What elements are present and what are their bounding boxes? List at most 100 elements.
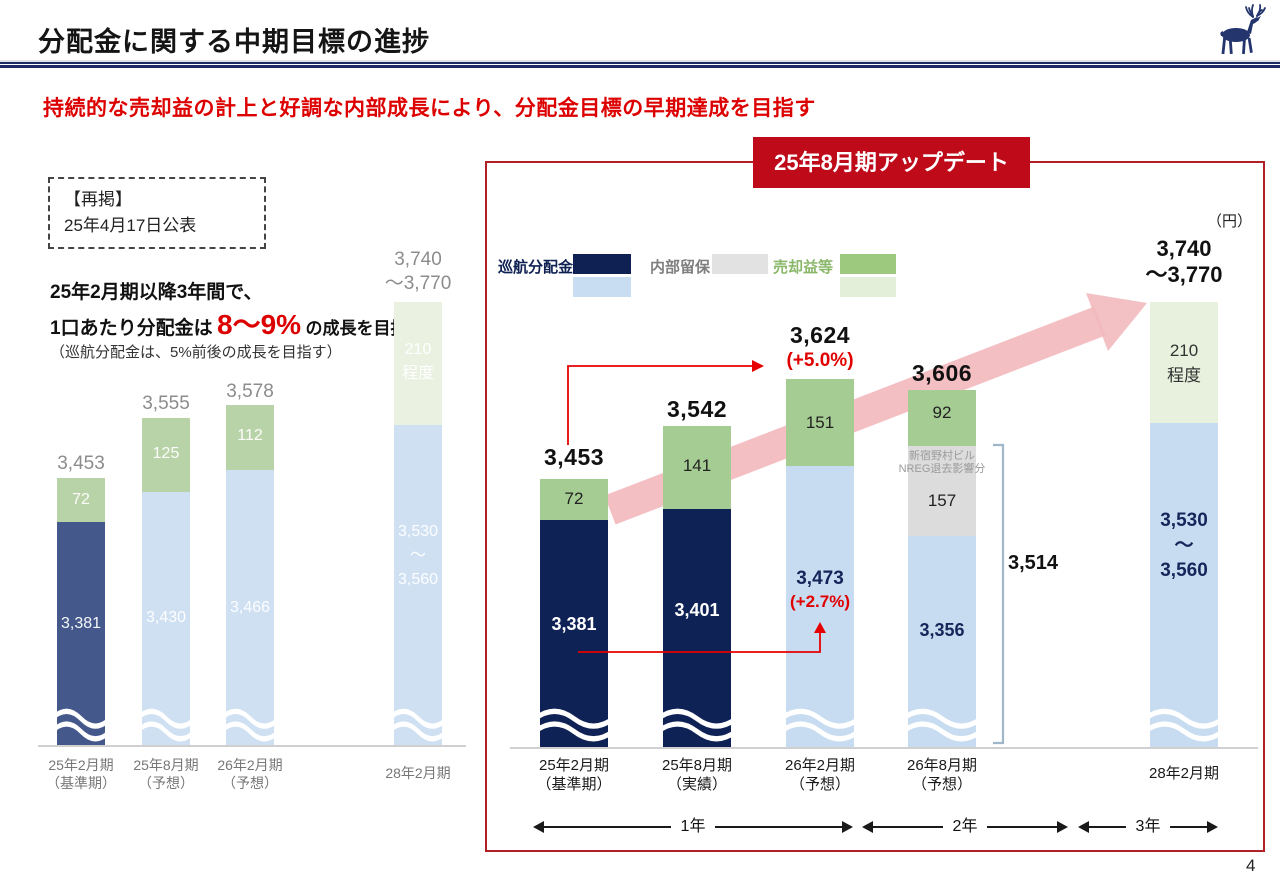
axis-break-wave-icon [903,708,981,742]
reprint-box: 【再掲】 25年4月17日公表 [48,177,266,249]
left-bar-gain-value: 210 程度 [394,338,442,386]
right-bar-total-line1: 3,740 [1156,236,1212,261]
legend-swatch-cruise-navy [573,254,631,274]
timeline-line [715,826,842,828]
goal-line3: （巡航分配金は、5%前後の成長を目指す） [50,344,342,361]
arrow-right-icon [1057,821,1068,833]
left-bar-gain-value: 72 [72,491,90,508]
left-bar-category-line2: （予想） [222,775,278,791]
right-bar-gain-segment [786,379,854,466]
timeline-line [544,826,671,828]
left-bar-total: 3,578 [226,381,274,402]
right-bar-retained-segment [908,446,976,536]
left-bar-cruise-line2: ～ [409,547,426,564]
left-bar-cruise-segment [226,470,274,745]
timeline-label: 1年 [680,818,706,835]
right-bar-category-line1: 26年2月期 [784,757,856,774]
arrow-right-icon [1207,821,1218,833]
left-bar-total: 3,453 [57,453,105,474]
legend-label-gains: 売却益等 [773,259,834,276]
timeline-span-2: 2年 [862,819,1068,835]
right-bar-gain-line1: 210 [1169,341,1199,360]
right-bar-category: 28年2月期 [1148,765,1220,782]
bracket-value: 3,514 [1008,552,1059,574]
left-bar-category-line2: （予想） [138,775,194,791]
axis-break-wave-icon [781,708,859,742]
left-bar-cruise-value: 3,430 [145,609,187,626]
right-bar-gain-segment [1150,302,1218,423]
left-bar-category-line1: 25年8月期 [133,757,199,773]
right-bar-cruise-line3: 3,560 [1160,560,1208,581]
right-bar-gain-value: 151 [805,413,835,432]
right-bar-cruise-segment [663,509,731,747]
axis-break-wave-icon [1145,708,1223,742]
right-bar-gain-value: 141 [682,456,712,475]
right-bar-gain-value: 210 程度 [1150,338,1218,388]
right-bar-total: 3,740 ～3,770 [1124,236,1244,288]
right-bar-total: 3,606 [911,360,973,386]
timeline-label: 3年 [1135,818,1161,835]
right-bar-category: 26年8月期 （予想） [882,756,1002,794]
right-bar-cruise-line2: ～ [1174,535,1194,556]
arrow-left-icon [862,821,873,833]
left-bar-gain-segment [394,302,442,425]
left-bar-cruise-segment [57,522,105,745]
right-bar-cruise-line1: 3,530 [1160,510,1208,531]
left-bar-total: 3,740 ～3,770 [358,248,478,296]
right-bar-gain-line2: 程度 [1167,366,1201,385]
left-bar-category: 25年8月期 （予想） [116,756,216,792]
right-bar-cruise-segment [786,466,854,747]
left-bar-gain-value: 112 [237,427,263,444]
arrow-left-icon [1078,821,1089,833]
right-bar-total: 3,542 [666,396,728,422]
right-chart-axis [510,747,1258,749]
slide-subtitle: 持続的な売却益の計上と好調な内部成長により、分配金目標の早期達成を目指す [43,97,816,120]
right-bar-category: 25年2月期 （基準期） [514,756,634,794]
page-title: 分配金に関する中期目標の進捗 [38,27,430,57]
left-chart-axis [38,745,466,747]
right-bar-cruise-pct: (+2.7%) [790,592,850,611]
timeline-span-1: 1年 [533,819,853,835]
right-bar-cruise-value: 3,530 ～ 3,560 [1150,508,1218,583]
right-bar-category-line1: 25年2月期 [538,757,610,774]
right-bar-cruise-segment [1150,423,1218,747]
left-bar-category: 26年2月期 （予想） [200,756,300,792]
header-rule [0,60,1280,68]
left-bar-category-line1: 26年2月期 [217,757,283,773]
left-bar-cruise-line3: 3,560 [397,571,439,588]
right-bar-cruise-value: 3,473 [796,568,844,589]
left-bar-total: 3,555 [142,393,190,414]
reprint-line2: 25年4月17日公表 [64,216,197,235]
timeline-line [873,826,943,828]
legend-label-cruise: 巡航分配金 [498,259,574,276]
arrow-left-icon [533,821,544,833]
right-bar-cruise-value: 3,381 [551,614,597,634]
left-bar-gain-line2: 程度 [401,365,434,382]
right-bar-category: 25年8月期 （実績） [637,756,757,794]
axis-break-wave-icon [52,708,110,742]
left-bar-cruise-value: 3,381 [60,615,102,632]
right-bar-category-line1: 25年8月期 [661,757,733,774]
goal-line2-highlight: 8～9% [217,309,302,340]
right-bar-category: 26年2月期 （予想） [760,756,880,794]
timeline-line [1089,826,1126,828]
legend-label-retained: 内部留保 [650,259,711,276]
timeline-label: 2年 [952,818,978,835]
left-bar-gain-segment [142,418,190,492]
left-bar-category-line2: （基準期） [46,775,116,791]
axis-break-wave-icon [389,708,447,742]
left-bar-cruise-value: 3,530 ～ 3,560 [394,520,442,592]
left-bar-category-line1: 25年2月期 [48,757,114,773]
range-bracket-icon [993,443,1005,745]
timeline-line [1170,826,1207,828]
timeline-span-3: 3年 [1078,819,1218,835]
right-bar-gain-value: 92 [932,403,952,422]
legend-swatch-gains-pale [840,277,896,297]
right-bar-cruise-value: 3,356 [919,620,965,640]
retained-annotation-line2: NREG退去影響分 [898,463,986,475]
left-bar-cruise-value: 3,466 [229,599,271,616]
right-bar-category-line2: （実績） [666,776,727,793]
left-bar-total-line2: ～3,770 [384,273,452,294]
right-bar-category-line2: （予想） [911,776,972,793]
